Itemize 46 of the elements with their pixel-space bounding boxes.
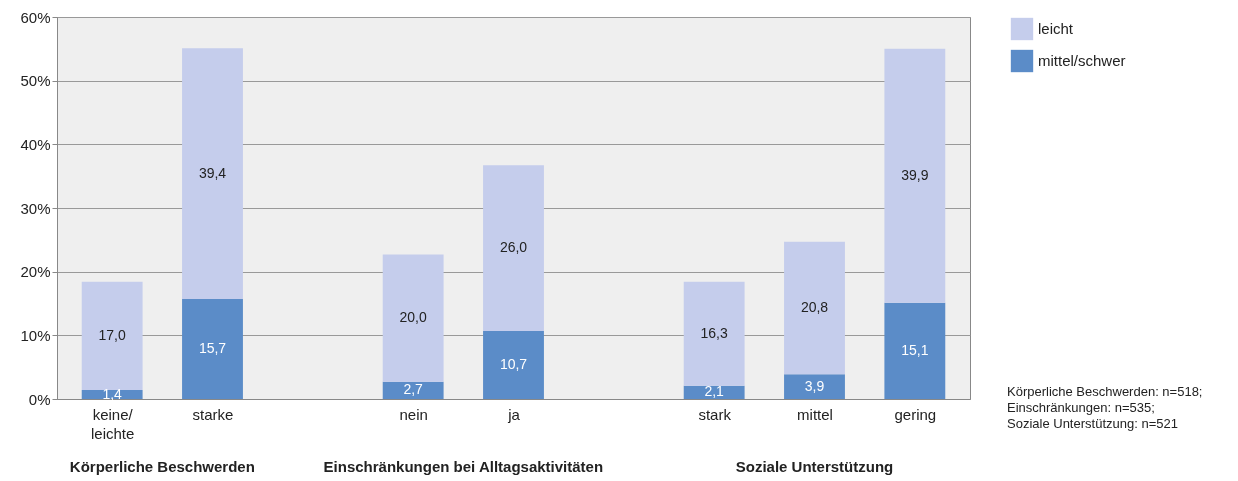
bar	[81, 281, 143, 391]
legend-label: mittel/schwer	[1038, 52, 1126, 69]
bar	[483, 165, 544, 331]
data-label: 2,1	[704, 383, 725, 400]
text: Soziale Unterstützung	[735, 458, 894, 475]
data-label: 3,9	[804, 377, 825, 394]
text: Körperliche Beschwerden	[69, 458, 255, 475]
data-label: 2,7	[403, 381, 424, 398]
data-label: 17,0	[98, 326, 126, 343]
data-label: 1,4	[102, 385, 123, 402]
bar	[784, 241, 845, 375]
data-label: 26,0	[499, 239, 528, 256]
bar	[683, 281, 745, 386]
y-tick-label: 60%	[20, 8, 51, 26]
y-tick-label: 50%	[20, 72, 51, 90]
bar	[884, 302, 946, 399]
data-label: 20,0	[399, 309, 427, 326]
text: Körperliche Beschwerden: n=518; Einschränkungen: n=535; Soziale Unterstützung: n=521	[1007, 384, 1203, 431]
bar	[182, 48, 243, 300]
x-tick-label: keine/ leichte	[90, 405, 135, 442]
y-tick-label: 10%	[20, 326, 51, 344]
data-label: 39,4	[198, 164, 227, 181]
bar	[382, 381, 444, 399]
data-label: 15,7	[198, 340, 227, 357]
legend-label: leicht	[1038, 20, 1074, 37]
data-label: 16,3	[700, 324, 728, 341]
data-label: 20,8	[800, 298, 829, 315]
y-tick-label: 0%	[28, 390, 51, 408]
x-tick-label: nein	[399, 405, 428, 423]
bar	[182, 299, 243, 399]
x-tick-label: mittel	[797, 405, 833, 423]
data-label: 39,9	[901, 166, 929, 183]
y-tick-label: 20%	[20, 263, 51, 281]
y-tick-label: 30%	[20, 199, 51, 217]
x-tick-label: starke	[192, 405, 234, 423]
bar	[784, 374, 845, 399]
data-label: 15,1	[901, 341, 929, 358]
bar	[483, 330, 544, 399]
x-tick-label: ja	[507, 405, 521, 423]
x-tick-label: stark	[698, 405, 732, 423]
bar	[382, 254, 444, 382]
y-tick-label: 40%	[20, 135, 51, 153]
x-tick-label: gering	[894, 405, 937, 423]
text: Einschränkungen bei Alltagsaktivitäten	[323, 458, 604, 475]
data-label: 10,7	[499, 355, 528, 372]
bar	[884, 48, 946, 303]
